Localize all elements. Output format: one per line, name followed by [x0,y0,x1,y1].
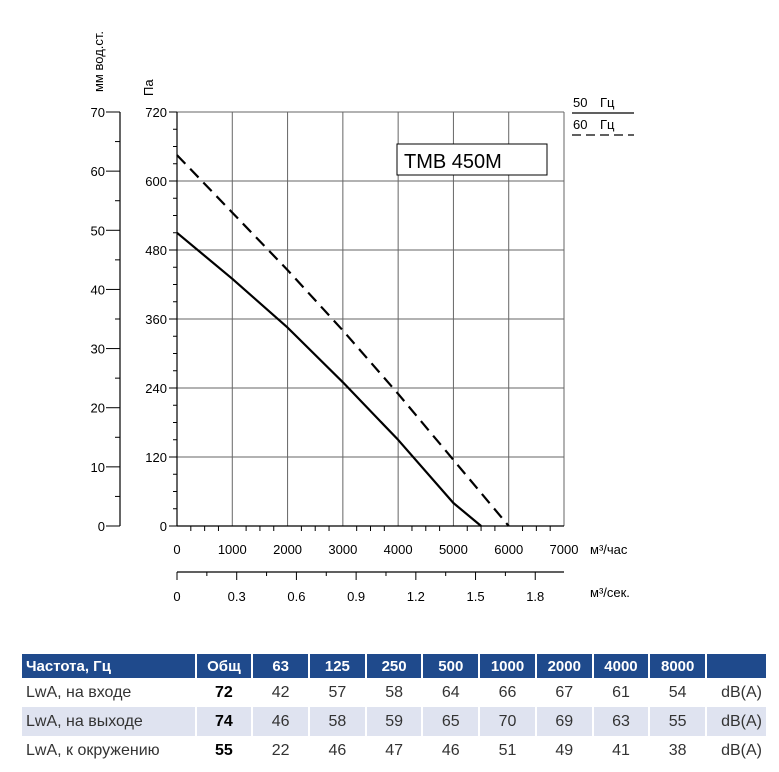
row-value: 65 [423,707,479,736]
y-pa-tick-label: 240 [145,381,167,396]
table-header-cell [707,654,766,678]
table-header-row: Частота, Гц Общ 63 125 250 500 1000 2000 4000 800… [22,654,766,678]
model-label-box [396,143,548,176]
row-value: 22 [271,741,290,759]
table-row: LwA, на выходе 74 46 58 59 65 70 69 63 55 dB(A) [22,707,766,736]
model-label: TMB 450M [404,151,502,173]
chart-series [176,154,510,527]
row-total: 72 [215,683,233,701]
table-row: LwA, на входе 72 42 57 58 64 66 67 61 54 dB(A) [22,678,766,707]
x-axis-flow-sec-unit: м³/сек. [590,585,630,600]
table-header-cell: 4000 [593,654,649,678]
row-value: 66 [498,683,517,701]
y-mm-tick-label: 0 [98,519,105,534]
x-sec-tick-label: 0.9 [347,589,365,604]
y-mm-tick-label: 70 [91,105,105,120]
sound-power-table: Частота, Гц Общ 63 125 250 500 1000 2000 4000 800… [20,654,768,765]
row-label: LwA, на выходе [22,707,195,736]
row-value: 55 [650,707,706,736]
row-value: 49 [555,741,574,759]
x-tick-label: 6000 [494,542,523,557]
y-mm-tick-label: 50 [91,223,105,238]
row-value: 63 [593,707,649,736]
legend-freq: 50 [573,95,587,110]
y-mm-tick-label: 10 [91,460,105,475]
y-mm-tick-label: 20 [91,401,105,416]
x-tick-label: 5000 [439,542,468,557]
row-value: 61 [612,683,630,701]
x-axis-flow-unit: м³/час [590,542,628,557]
series-line-50hz [176,231,482,527]
x-sec-tick-label: 0 [173,589,180,604]
chart-legend: 50 Гц 60 Гц [572,95,634,136]
x-tick-label: 3000 [328,542,357,557]
row-value: 58 [385,683,403,701]
fan-performance-chart: 0 1000 2000 3000 4000 5000 6000 700001202403604… [91,31,634,604]
row-value: 38 [668,741,687,759]
y-pa-tick-label: 480 [145,243,167,258]
x-sec-tick-label: 1.8 [526,589,544,604]
row-unit: dB(A) [721,683,762,701]
y-pa-tick-label: 600 [145,174,167,189]
legend-unit: Гц [600,95,615,110]
row-unit: dB(A) [707,707,766,736]
row-value: 59 [366,707,422,736]
table-header-cell: 8000 [650,654,706,678]
x-sec-tick-label: 1.5 [467,589,485,604]
table-header-cell: 63 [253,654,309,678]
row-value: 51 [498,741,517,759]
row-value: 69 [536,707,592,736]
y-axis-pa-title: Па [141,79,156,96]
x-sec-tick-label: 0.3 [228,589,246,604]
row-value: 41 [612,741,630,759]
row-label: LwA, на входе [26,683,132,701]
legend-unit: Гц [600,117,615,132]
table-header-cell: 1000 [480,654,535,678]
x-tick-label: 4000 [384,542,413,557]
chart-axes: 0 1000 2000 3000 4000 5000 6000 700001202403604… [91,105,579,604]
row-total: 55 [215,741,233,759]
row-value: 57 [328,683,347,701]
table-row: LwA, к окружению 55 22 46 47 46 51 49 41 38 dB(A) [22,736,766,765]
row-value: 70 [480,707,535,736]
x-sec-tick-label: 1.2 [407,589,425,604]
table-header-cell: 250 [366,654,422,678]
table-header-cell: 2000 [536,654,592,678]
table-header-cell: 125 [310,654,365,678]
chart-grid [177,111,565,526]
row-value: 46 [328,741,347,759]
row-value: 47 [385,741,403,759]
y-mm-tick-label: 40 [91,282,105,297]
table-header-cell: 500 [423,654,479,678]
row-value: 46 [253,707,309,736]
legend-freq: 60 [573,117,587,132]
row-value: 67 [555,683,574,701]
y-mm-tick-label: 60 [91,164,105,179]
x-tick-label: 1000 [218,542,247,557]
row-unit: dB(A) [721,741,762,759]
table-header-cell: Общ [196,654,252,678]
row-value: 42 [271,683,290,701]
row-label: LwA, к окружению [26,741,160,759]
row-value: 54 [668,683,687,701]
row-value: 58 [310,707,365,736]
y-mm-tick-label: 30 [91,342,105,357]
y-axis-mm-title: мм вод.ст. [91,31,106,92]
row-total: 74 [196,707,252,736]
x-sec-tick-label: 0.6 [287,589,305,604]
series-line-60hz [176,154,510,527]
y-pa-tick-label: 120 [145,450,167,465]
table-header-frequency: Частота, Гц [22,654,195,678]
x-tick-label: 7000 [550,542,579,557]
y-pa-tick-label: 360 [145,312,167,327]
x-tick-label: 0 [173,542,180,557]
x-tick-label: 2000 [273,542,302,557]
y-pa-tick-label: 0 [160,519,167,534]
y-pa-tick-label: 720 [145,105,167,120]
row-value: 64 [441,683,460,701]
row-value: 46 [441,741,460,759]
